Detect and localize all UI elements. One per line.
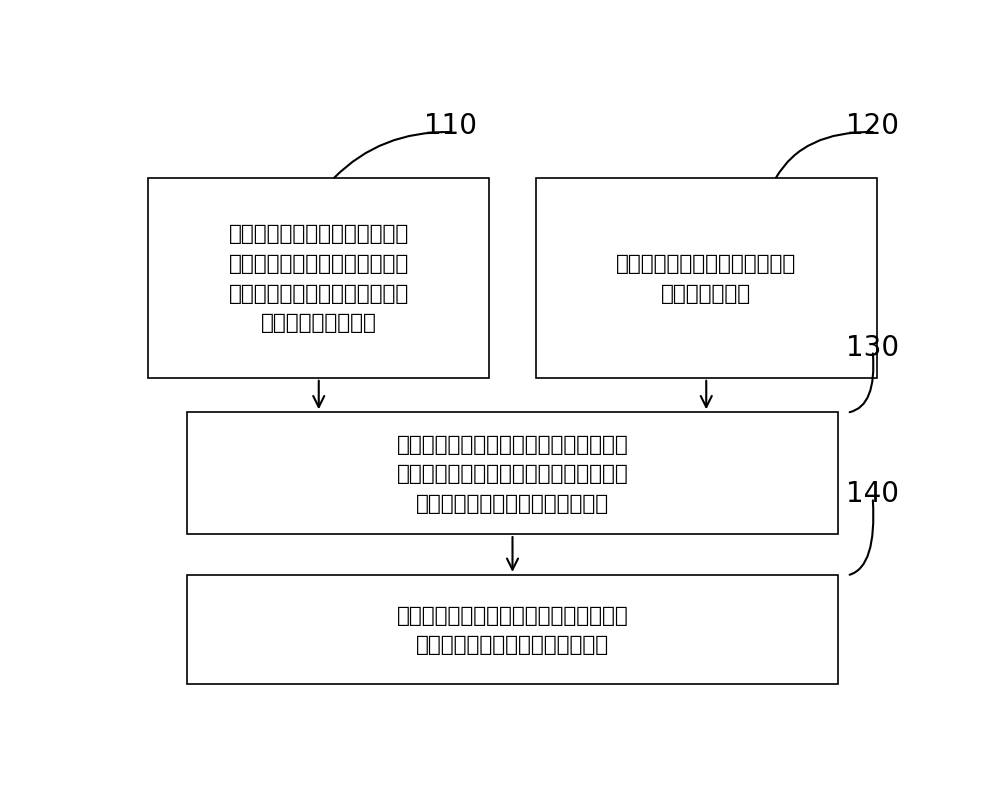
FancyBboxPatch shape [148, 178, 489, 378]
Text: 基于单籽粒玉米样本双表面标准拉曼光谱
曲线和单籽粒玉米样本淀粉含量理化值，
建立单籽粒玉米淀粉含量分级模型: 基于单籽粒玉米样本双表面标准拉曼光谱 曲线和单籽粒玉米样本淀粉含量理化值， 建立… [397, 434, 628, 513]
FancyBboxPatch shape [187, 413, 838, 534]
Text: 基于单籽粒玉米样本的胚面拉曼
高光谱图像和非胚面拉曼高光谱
图像，建立单籽粒玉米样本双表
面标准拉曼光谱曲线: 基于单籽粒玉米样本的胚面拉曼 高光谱图像和非胚面拉曼高光谱 图像，建立单籽粒玉米… [229, 224, 409, 333]
FancyBboxPatch shape [187, 575, 838, 684]
Text: 110: 110 [424, 111, 477, 139]
Text: 基于旋光法获取单籽粒玉米样本
淀粉含量理化值: 基于旋光法获取单籽粒玉米样本 淀粉含量理化值 [616, 254, 796, 303]
Text: 基于单籽粒玉米淀粉含量分级模型，实现
单籽粒玉米种子淀粉含量无损分级: 基于单籽粒玉米淀粉含量分级模型，实现 单籽粒玉米种子淀粉含量无损分级 [397, 605, 628, 654]
FancyBboxPatch shape [536, 178, 877, 378]
Text: 130: 130 [846, 333, 899, 361]
Text: 120: 120 [846, 111, 899, 139]
Text: 140: 140 [846, 480, 899, 508]
